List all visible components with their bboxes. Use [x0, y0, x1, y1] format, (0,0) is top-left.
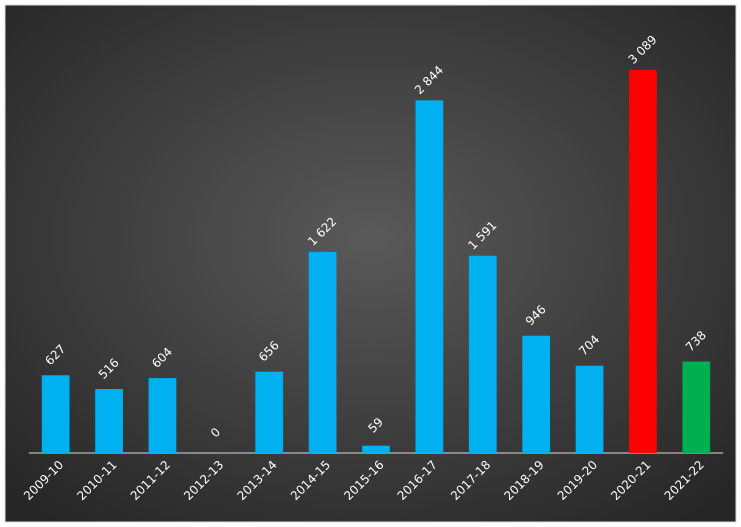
bar [522, 335, 551, 453]
bar [255, 371, 284, 453]
bar [41, 375, 70, 453]
bar [629, 69, 657, 454]
bar [468, 255, 497, 453]
bar [148, 378, 177, 453]
chart-background [4, 4, 737, 523]
bar [95, 389, 123, 453]
bar [682, 361, 711, 453]
bar [415, 100, 444, 454]
bar [575, 365, 604, 453]
bar [362, 445, 390, 453]
bar [308, 251, 337, 453]
